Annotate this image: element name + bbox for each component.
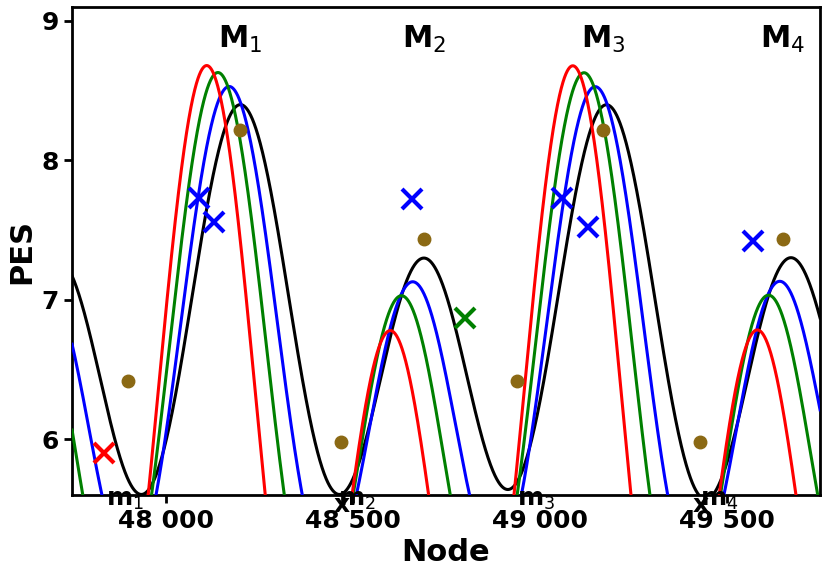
Text: m$_4$: m$_4$ [700,488,739,513]
Y-axis label: PES: PES [7,219,36,284]
Text: m$_2$: m$_2$ [337,488,375,513]
Text: m$_3$: m$_3$ [517,488,555,513]
Text: M$_2$: M$_2$ [402,24,446,55]
Text: m$_1$: m$_1$ [106,488,144,513]
Text: M$_1$: M$_1$ [218,24,262,55]
Text: M$_4$: M$_4$ [760,24,805,55]
Text: x: x [333,492,349,517]
X-axis label: Node: Node [402,538,490,567]
Text: M$_3$: M$_3$ [581,24,625,55]
Text: x: x [692,492,709,517]
